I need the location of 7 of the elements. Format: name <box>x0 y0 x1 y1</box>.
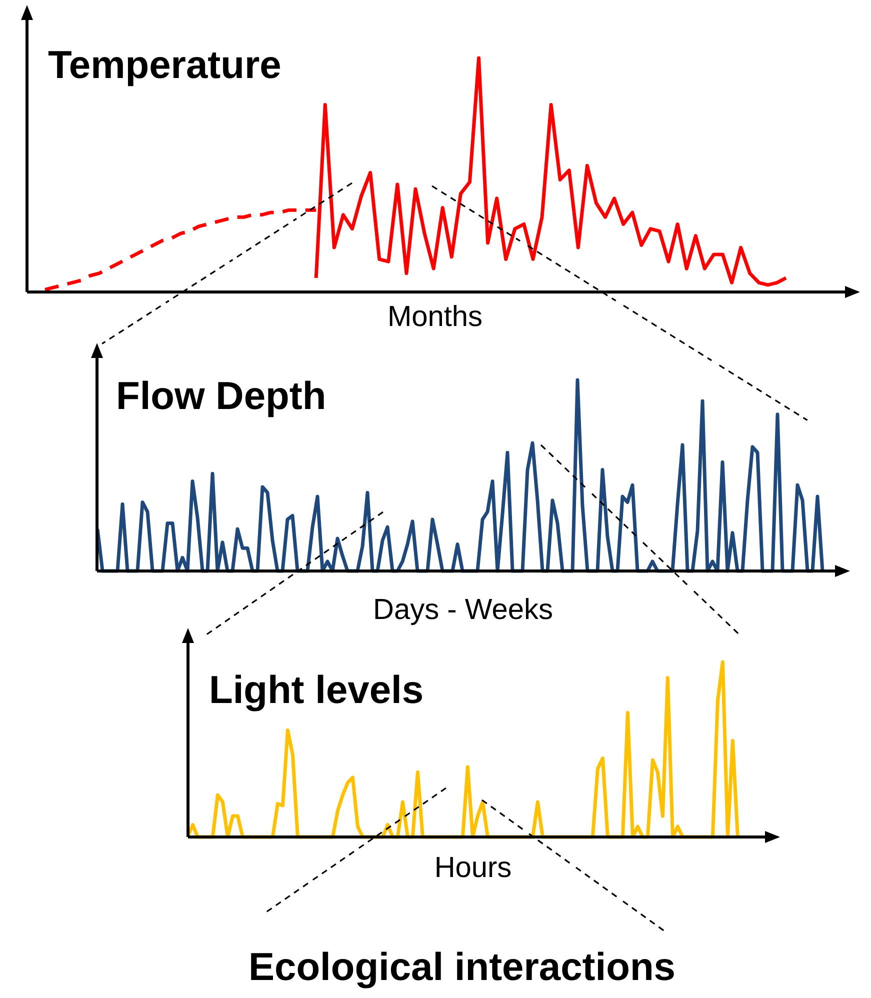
x-axis-title: Hours <box>433 851 513 885</box>
text: Ecological interactions <box>248 945 676 991</box>
x-axis-title: Months <box>386 300 484 334</box>
chart-title: Light levels <box>209 669 424 713</box>
chart-title: Temperature <box>48 44 282 88</box>
chart-title: Flow Depth <box>116 375 326 419</box>
x-axis-title: Days - Weeks <box>372 593 554 627</box>
